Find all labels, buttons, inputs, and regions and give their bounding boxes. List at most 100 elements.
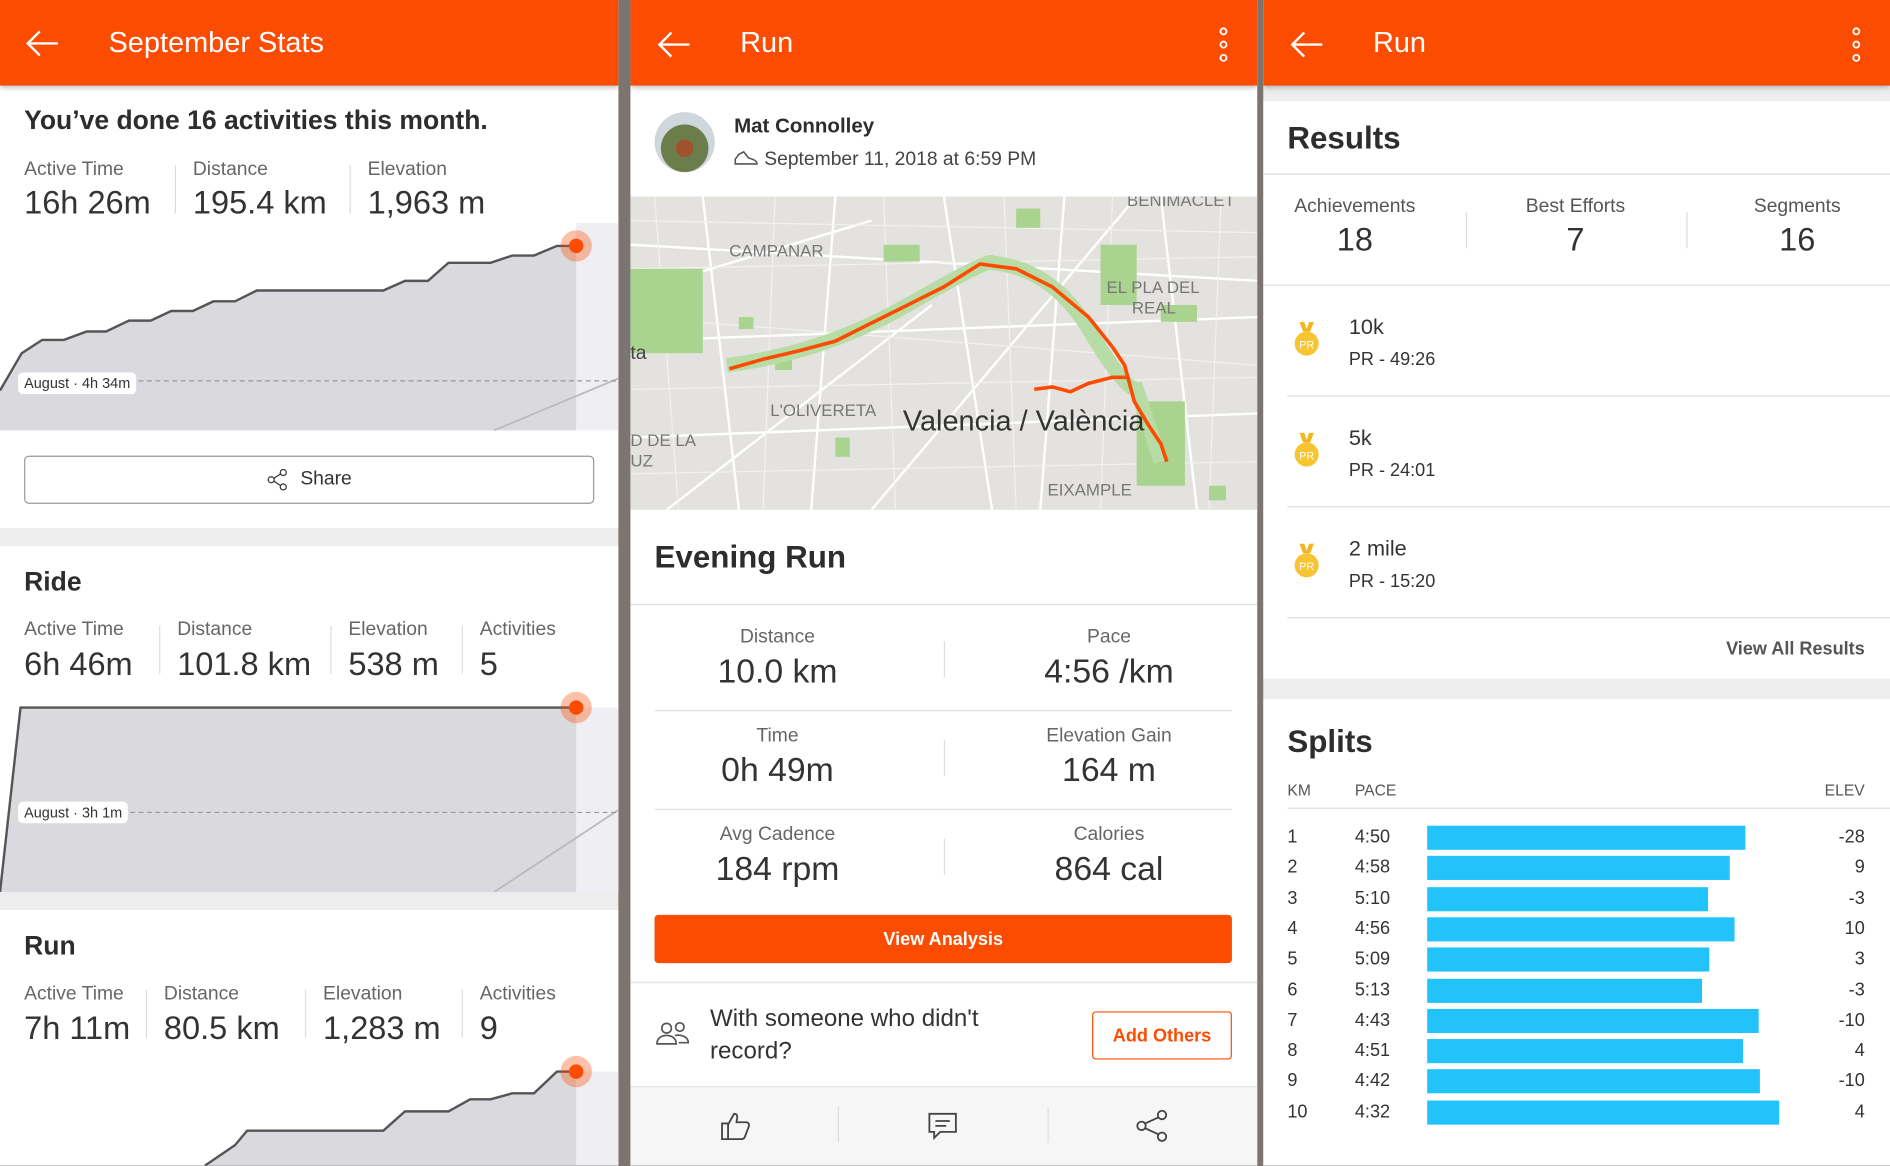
stat-value: 195.4 km	[192, 184, 327, 221]
split-pace-bar	[1427, 856, 1731, 881]
share-button[interactable]: Share	[24, 455, 595, 504]
september-stats-screen: September Stats You’ve done 16 activitie…	[0, 0, 619, 1166]
stat-value: 864 cal	[1054, 849, 1164, 888]
stat-label: Calories	[1073, 824, 1145, 845]
split-km: 8	[1287, 1040, 1298, 1061]
count-label: Segments	[1753, 196, 1841, 217]
effort-pr: PR - 15:20	[1348, 571, 1436, 592]
split-elev: -28	[1838, 826, 1865, 848]
comment-icon[interactable]	[927, 1110, 958, 1141]
stat-label: Elevation	[367, 159, 447, 180]
run-title: Run	[24, 930, 76, 961]
comparison-tag: August · 3h 1m	[18, 801, 129, 824]
comparison-tag: August · 4h 34m	[18, 372, 137, 395]
ride-title: Ride	[24, 566, 82, 597]
best-effort-row[interactable]	[1287, 395, 1890, 506]
split-pace: 5:09	[1354, 948, 1391, 970]
count-value[interactable]: 16	[1779, 221, 1816, 258]
share-icon[interactable]	[1135, 1109, 1169, 1143]
svg-text:PR: PR	[1299, 339, 1314, 351]
effort-pr: PR - 24:01	[1348, 460, 1436, 481]
splits-header-pace: PACE	[1354, 781, 1397, 800]
split-pace-bar	[1427, 825, 1746, 850]
svg-text:PR: PR	[1299, 450, 1314, 462]
screen-title: Run	[740, 26, 794, 60]
stat-label: Pace	[1086, 626, 1131, 648]
split-pace: 4:58	[1354, 857, 1391, 878]
split-elev: -10	[1838, 1070, 1865, 1092]
splits-header-elev: ELEV	[1824, 781, 1865, 800]
split-pace-bar	[1427, 1008, 1759, 1033]
count-value[interactable]: 7	[1566, 221, 1585, 258]
split-pace: 4:51	[1354, 1040, 1391, 1061]
route-map[interactable]: CAMPANAR BENIMACLET EL PLA DEL REAL L'OL…	[630, 196, 1258, 510]
split-km: 3	[1287, 887, 1298, 909]
stat-label: Active Time	[24, 983, 124, 1005]
results-title: Results	[1287, 119, 1401, 156]
map-label: REAL	[1132, 298, 1176, 317]
shoe-icon	[734, 150, 758, 165]
split-pace: 4:32	[1354, 1101, 1391, 1122]
back-arrow-icon[interactable]	[24, 29, 60, 58]
share-icon	[267, 468, 288, 491]
split-pace-bar	[1427, 1069, 1761, 1094]
more-options-icon[interactable]	[1216, 27, 1230, 63]
app-header: September Stats	[0, 0, 619, 86]
stat-label: Active Time	[24, 619, 124, 641]
stat-value: 164 m	[1062, 750, 1156, 789]
view-all-results-link[interactable]: View All Results	[1726, 638, 1865, 660]
split-km: 5	[1287, 948, 1298, 970]
action-bar	[630, 1086, 1258, 1166]
screen-title: Run	[1372, 26, 1427, 60]
add-others-button[interactable]: Add Others	[1092, 1011, 1232, 1060]
view-analysis-button[interactable]: View Analysis	[654, 914, 1232, 964]
map-label: CAMPANAR	[729, 242, 823, 261]
split-km: 9	[1287, 1070, 1298, 1092]
split-pace: 4:50	[1354, 826, 1391, 848]
map-label: EIXAMPLE	[1047, 480, 1131, 499]
results-card: Results Achievements 18 Best Efforts 7 Segme…	[1263, 101, 1890, 679]
map-label: L'OLIVERETA	[770, 401, 877, 420]
back-arrow-icon[interactable]	[1289, 30, 1325, 59]
stat-value: 10.0 km	[717, 652, 838, 690]
stat-label: Active Time	[24, 159, 124, 180]
splits-card: Splits KM PACE ELEV 1 4:50 -28 2 4:58 9 3 5:10 -…	[1263, 699, 1890, 1166]
count-value[interactable]: 18	[1336, 221, 1373, 258]
app-header: Run	[630, 0, 1258, 86]
split-elev: 4	[1854, 1040, 1865, 1061]
stat-label: Activities	[479, 983, 556, 1005]
map-label: BENIMACLET	[1127, 196, 1235, 210]
back-arrow-icon[interactable]	[656, 30, 692, 59]
split-elev: -3	[1848, 887, 1865, 909]
stat-label: Distance	[739, 626, 816, 648]
split-elev: -10	[1838, 1009, 1865, 1031]
split-pace: 5:13	[1354, 979, 1391, 1000]
stat-value: 16h 26m	[24, 184, 151, 221]
split-pace-bar	[1427, 947, 1710, 972]
stat-value: 6h 46m	[24, 646, 133, 683]
cumulative-chart	[0, 222, 619, 432]
stat-value: 9	[479, 1010, 498, 1047]
split-elev: 9	[1854, 857, 1865, 878]
kudos-thumbs-up-icon[interactable]	[718, 1109, 752, 1143]
count-label: Best Efforts	[1525, 196, 1626, 217]
effort-name: 10k	[1348, 314, 1384, 339]
split-pace: 4:56	[1354, 918, 1391, 939]
split-km: 6	[1287, 979, 1298, 1000]
athlete-name[interactable]: Mat Connolley	[734, 114, 875, 138]
split-pace-bar	[1427, 886, 1708, 911]
ride-card: Ride Active Time 6h 46m Distance 101.8 k…	[0, 546, 619, 892]
svg-text:PR: PR	[1299, 561, 1314, 573]
athlete-avatar[interactable]	[654, 112, 715, 173]
split-km: 10	[1287, 1101, 1308, 1122]
results-screen: Run Results Achievements 18 Best Efforts 7 S…	[1263, 0, 1890, 1166]
map-label: EL PLA DEL	[1107, 278, 1200, 297]
split-pace-bar	[1427, 1039, 1744, 1064]
stat-value: 1,963 m	[367, 184, 486, 221]
splits-title: Splits	[1287, 723, 1373, 760]
split-km: 4	[1287, 918, 1298, 939]
stat-value: 538 m	[348, 646, 439, 683]
more-options-icon[interactable]	[1849, 27, 1863, 63]
others-prompt-line2: record?	[709, 1037, 792, 1065]
split-pace: 5:10	[1354, 887, 1391, 909]
